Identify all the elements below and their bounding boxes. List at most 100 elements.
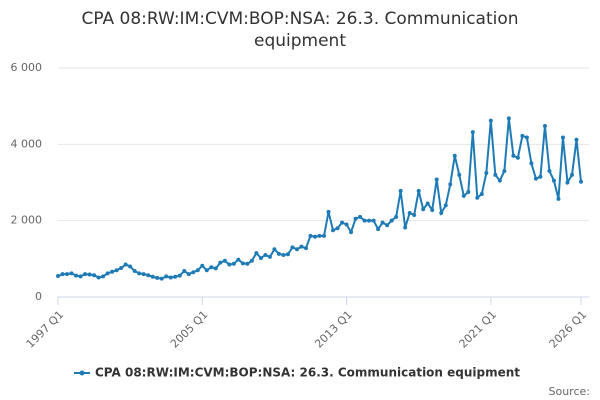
x-tick-label: 2013 Q1: [312, 308, 355, 351]
point: [281, 253, 286, 258]
point: [173, 274, 178, 279]
point: [439, 211, 444, 216]
point: [457, 172, 462, 177]
point: [506, 116, 511, 121]
point: [349, 230, 354, 235]
point: [529, 161, 534, 166]
point: [511, 153, 516, 158]
point: [574, 137, 579, 142]
point: [515, 155, 520, 160]
point: [416, 188, 421, 193]
point: [150, 274, 155, 279]
legend-label: CPA 08:RW:IM:CVM:BOP:NSA: 26.3. Communic…: [95, 366, 520, 380]
point: [466, 190, 471, 195]
point: [92, 273, 97, 278]
point: [380, 220, 385, 225]
point: [195, 268, 200, 273]
point: [231, 261, 236, 266]
point: [110, 269, 115, 274]
point: [371, 218, 376, 223]
point: [488, 118, 493, 123]
point: [479, 191, 484, 196]
point: [168, 275, 173, 280]
point: [105, 271, 110, 276]
point: [141, 272, 146, 277]
point: [164, 274, 169, 279]
point: [56, 274, 60, 279]
y-tick-label: 6 000: [11, 61, 43, 74]
point: [569, 172, 574, 177]
point: [267, 254, 272, 259]
point: [299, 244, 304, 249]
point: [123, 262, 128, 267]
point: [344, 222, 349, 227]
point: [533, 176, 538, 181]
point: [258, 256, 263, 261]
line: [57, 118, 582, 280]
point: [236, 257, 241, 262]
point: [385, 223, 390, 228]
chart-title: CPA 08:RW:IM:CVM:BOP:NSA: 26.3. Communic…: [81, 9, 519, 51]
point: [87, 272, 92, 277]
point: [560, 135, 565, 140]
point: [65, 272, 70, 277]
x-tick-label: 2026 Q1: [547, 308, 590, 351]
point: [579, 179, 583, 184]
point: [376, 227, 381, 232]
point: [114, 268, 119, 273]
point: [470, 130, 475, 135]
point: [312, 234, 317, 239]
point: [497, 178, 502, 183]
point: [209, 265, 214, 270]
point: [443, 203, 448, 208]
point: [412, 212, 417, 217]
point: [272, 247, 277, 252]
point: [155, 275, 160, 280]
point: [565, 180, 570, 185]
point: [331, 228, 336, 233]
point: [520, 133, 525, 138]
point: [119, 265, 124, 270]
source: Source:: [549, 385, 591, 398]
point: [475, 195, 480, 200]
point: [249, 258, 254, 263]
point: [137, 271, 142, 276]
point: [394, 214, 399, 219]
point: [358, 214, 363, 219]
point: [218, 260, 223, 265]
point: [425, 201, 430, 206]
x-tick-label: 1997 Q1: [24, 308, 67, 351]
point: [434, 177, 439, 182]
point: [484, 170, 489, 175]
point: [222, 258, 227, 263]
point: [353, 216, 358, 221]
point: [146, 273, 151, 278]
point: [128, 264, 133, 269]
point: [254, 251, 259, 256]
point: [177, 273, 182, 278]
point: [524, 135, 529, 140]
point: [200, 263, 205, 268]
point: [448, 182, 453, 187]
point: [96, 275, 101, 280]
point: [407, 211, 412, 216]
point: [245, 261, 250, 266]
point: [276, 251, 281, 256]
point: [389, 218, 394, 223]
x-tick-label: 2021 Q1: [457, 308, 500, 351]
point: [290, 245, 295, 250]
point: [430, 207, 435, 212]
point: [421, 207, 426, 212]
point: [335, 226, 340, 231]
point: [551, 178, 556, 183]
point: [547, 169, 552, 174]
point: [101, 274, 106, 279]
legend-marker: [79, 370, 85, 376]
point: [182, 269, 187, 274]
point: [452, 153, 457, 158]
point: [340, 220, 345, 225]
point: [78, 274, 83, 279]
point: [263, 253, 268, 258]
